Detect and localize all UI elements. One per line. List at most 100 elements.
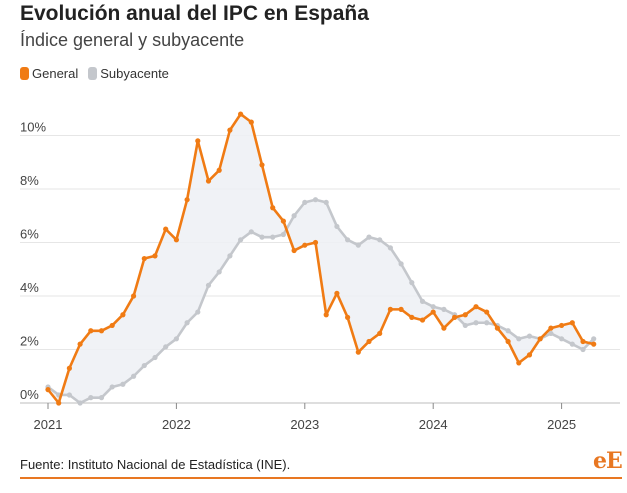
data-point-subyacente (569, 341, 575, 347)
data-point-general (184, 197, 190, 203)
data-point-general (98, 328, 105, 334)
data-point-general (355, 349, 361, 355)
data-point-general (291, 247, 297, 254)
data-point-subyacente (291, 213, 297, 219)
data-point-subyacente (248, 229, 254, 235)
legend-swatch-general (20, 67, 29, 80)
data-point-general (163, 226, 169, 232)
data-point-subyacente (120, 381, 126, 387)
data-point-general (323, 312, 329, 318)
data-point-general (473, 304, 479, 310)
data-point-subyacente (323, 199, 329, 205)
data-point-general (109, 322, 115, 329)
data-point-general (569, 320, 575, 326)
data-point-subyacente (473, 320, 479, 326)
data-point-general (462, 312, 468, 318)
data-point-general (494, 325, 500, 331)
series-line-subyacente (46, 198, 596, 405)
footer-divider (20, 477, 622, 479)
data-point-general (345, 314, 351, 320)
data-point-subyacente (462, 322, 468, 329)
data-point-general (248, 119, 254, 125)
data-point-subyacente (355, 242, 361, 248)
data-point-general (227, 127, 233, 133)
data-point-subyacente (216, 269, 222, 275)
data-point-subyacente (66, 392, 72, 398)
data-point-general (580, 338, 586, 345)
y-tick-label: 10% (20, 120, 46, 135)
x-tick-label: 2021 (34, 417, 63, 432)
data-point-subyacente (98, 395, 105, 401)
data-point-general (334, 290, 340, 296)
data-point-subyacente (109, 384, 115, 390)
data-point-general (409, 314, 415, 320)
legend-item-subyacente: Subyacente (88, 66, 169, 81)
data-point-subyacente (195, 309, 201, 315)
data-point-subyacente (334, 223, 340, 230)
data-point-subyacente (559, 336, 565, 342)
legend-label-subyacente: Subyacente (100, 66, 169, 81)
legend-label-general: General (32, 66, 79, 81)
data-point-subyacente (409, 280, 415, 286)
data-point-general (441, 325, 447, 331)
data-point-subyacente (77, 400, 83, 406)
legend-swatch-subyacente (88, 67, 98, 80)
data-point-general (270, 205, 276, 211)
data-point-general (120, 312, 126, 318)
data-point-subyacente (302, 199, 308, 205)
data-point-subyacente (152, 354, 158, 361)
data-point-general (419, 317, 426, 323)
data-point-subyacente (441, 306, 447, 312)
data-point-general (141, 255, 147, 262)
data-point-subyacente (387, 245, 393, 251)
data-point-general (387, 306, 393, 312)
data-point-general (259, 162, 265, 168)
series-line-general (46, 112, 596, 405)
data-point-subyacente (505, 328, 511, 334)
y-tick-label: 0% (20, 387, 39, 402)
data-point-subyacente (259, 234, 265, 240)
data-point-general (484, 309, 490, 315)
data-point-general (131, 293, 137, 299)
data-point-general (238, 111, 244, 117)
brand-logo: eE (593, 448, 623, 474)
data-point-subyacente (238, 237, 244, 243)
data-point-subyacente (548, 330, 554, 337)
data-point-general (302, 242, 308, 248)
data-point-subyacente (141, 362, 147, 369)
source-note: Fuente: Instituto Nacional de Estadístic… (20, 457, 291, 472)
data-point-general (505, 338, 511, 345)
data-point-general (280, 218, 286, 224)
data-point-general (516, 360, 522, 366)
data-point-subyacente (516, 336, 522, 342)
data-point-subyacente (419, 298, 426, 304)
y-tick-label: 6% (20, 227, 39, 242)
data-point-general (77, 341, 83, 347)
data-point-general (537, 336, 543, 342)
y-tick-label: 2% (20, 334, 39, 349)
data-point-subyacente (280, 231, 286, 238)
data-point-general (195, 138, 201, 144)
data-point-subyacente (484, 320, 490, 326)
data-point-subyacente (163, 344, 169, 350)
data-point-subyacente (526, 333, 533, 339)
data-point-general (312, 239, 319, 246)
data-point-general (398, 306, 404, 312)
data-point-general (45, 387, 51, 393)
data-point-subyacente (430, 304, 436, 310)
data-point-subyacente (377, 237, 383, 243)
data-point-general (377, 330, 383, 337)
data-point-general (526, 352, 533, 358)
data-point-general (56, 400, 62, 406)
x-tick-label: 2023 (290, 417, 319, 432)
gap-area (48, 114, 594, 403)
data-point-general (216, 167, 222, 173)
data-point-subyacente (184, 320, 190, 326)
legend: General Subyacente (20, 66, 169, 81)
data-point-general (548, 325, 554, 331)
data-point-subyacente (88, 395, 94, 401)
data-point-subyacente (591, 336, 597, 342)
data-point-general (173, 237, 179, 243)
data-point-subyacente (227, 253, 233, 259)
data-point-general (66, 365, 72, 371)
